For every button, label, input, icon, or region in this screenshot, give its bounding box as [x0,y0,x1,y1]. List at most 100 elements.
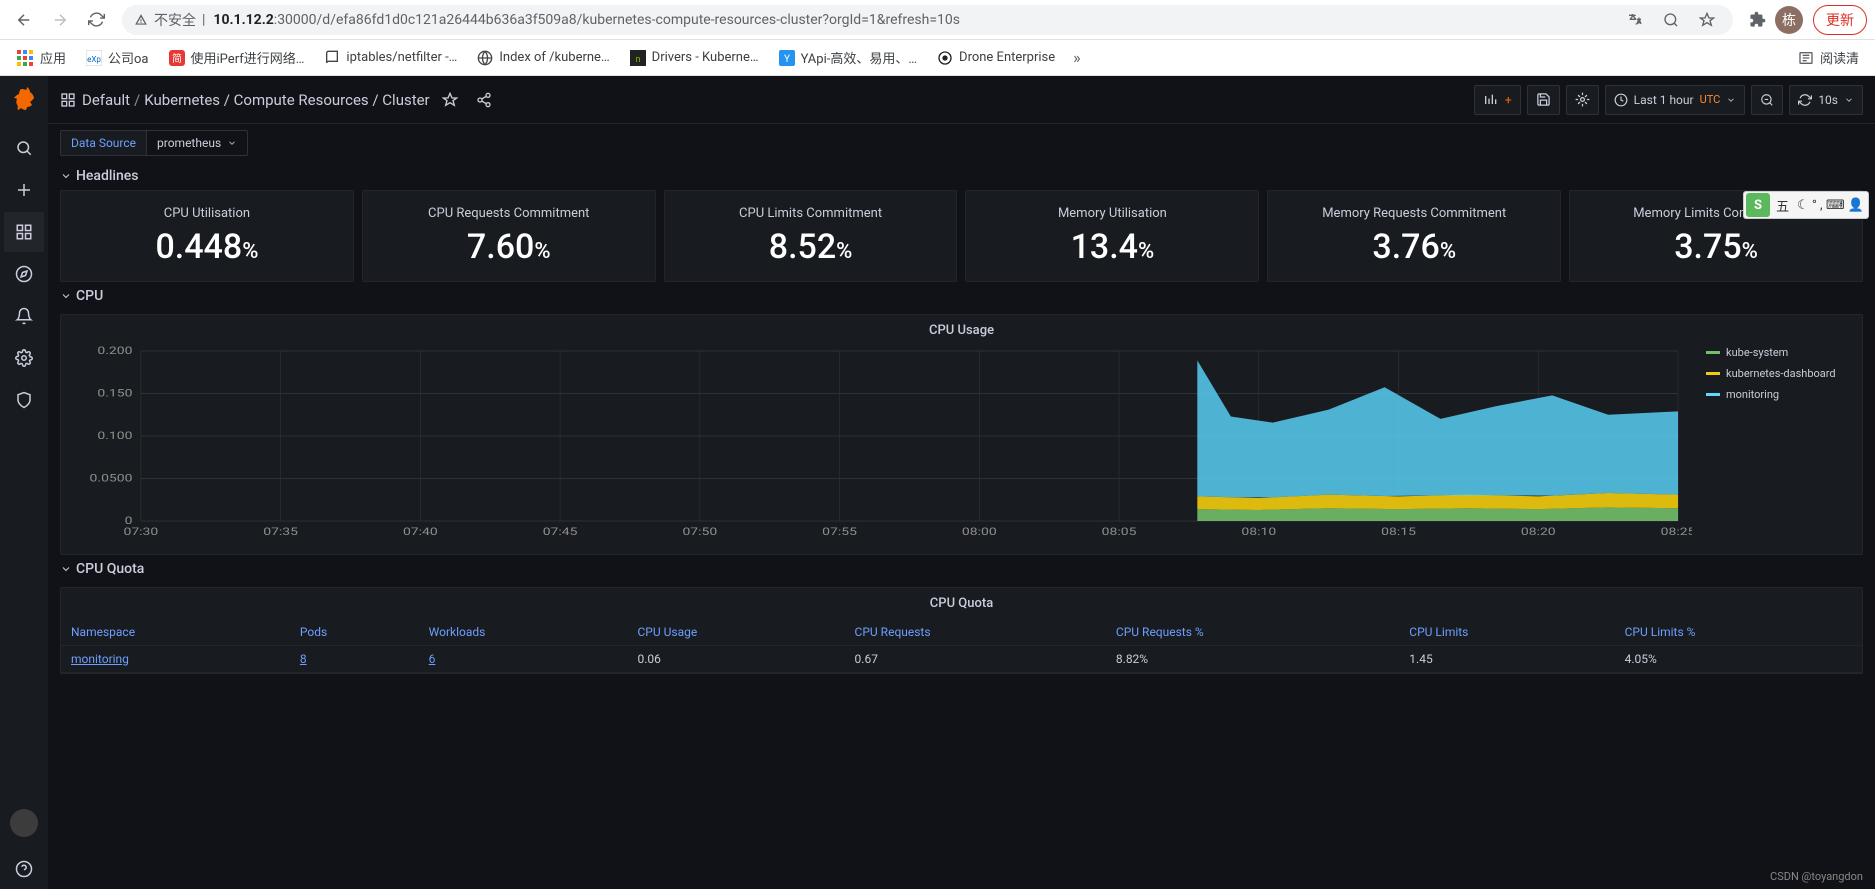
chart-area[interactable]: 0.2000.1500.1000.0500007:3007:3507:4007:… [71,346,1692,546]
bookmark-item[interactable]: YYApi-高效、易用、… [771,44,925,71]
table-row: monitoring860.060.678.82%1.454.05% [61,646,1862,673]
var-select[interactable]: prometheus [146,130,248,156]
extensions-icon[interactable] [1743,6,1771,34]
svg-text:07:40: 07:40 [403,526,438,538]
save-button[interactable] [1527,85,1560,115]
zoom-out-button[interactable] [1751,85,1783,115]
update-button[interactable]: 更新 [1813,5,1867,35]
svg-text:08:15: 08:15 [1381,526,1416,538]
stat-value: 13.4% [1071,227,1155,267]
grafana-sidebar [0,76,48,889]
row-cpu-quota[interactable]: CPU Quota [60,555,1863,583]
address-bar[interactable]: 不安全 | 10.1.12.2:30000/d/efa86fd1d0c121a2… [122,5,1733,35]
row-headlines[interactable]: Headlines [60,162,1863,190]
svg-text:0.200: 0.200 [97,346,132,356]
var-label: Data Source [60,130,147,156]
stat-value: 0.448% [155,227,258,267]
forward-button[interactable] [44,4,76,36]
reading-list-button[interactable]: 阅读清 [1790,44,1867,71]
row-cpu[interactable]: CPU [60,282,1863,310]
time-picker[interactable]: Last 1 hourUTC [1605,85,1746,115]
share-dashboard-icon[interactable] [470,86,498,114]
stat-panel[interactable]: CPU Requests Commitment7.60% [362,190,656,282]
add-panel-button[interactable]: + [1474,85,1521,115]
panel-title: CPU Usage [61,315,1862,346]
stat-title: Memory Requests Commitment [1322,206,1506,221]
chart-legend: kube-system kubernetes-dashboard monitorin… [1692,346,1852,546]
settings-button[interactable] [1566,85,1599,115]
dashboard-icon [60,92,76,108]
svg-text:08:10: 08:10 [1241,526,1276,538]
svg-text:07:45: 07:45 [543,526,578,538]
stat-value: 8.52% [769,227,853,267]
bookmark-item[interactable]: eXp公司oa [78,44,157,71]
apps-button[interactable]: 应用 [8,44,74,71]
back-button[interactable] [8,4,40,36]
table-header[interactable]: Pods [290,619,419,646]
legend-item[interactable]: monitoring [1706,388,1852,401]
zoom-icon[interactable] [1657,6,1685,34]
config-icon[interactable] [4,338,44,378]
ime-toolbar[interactable]: S五☾ ° , ⌨ 👤 [1743,191,1869,219]
stat-title: CPU Requests Commitment [428,206,589,221]
table-header[interactable]: CPU Limits [1399,619,1614,646]
refresh-button[interactable]: 10s [1789,85,1863,115]
svg-text:n: n [635,55,640,65]
bookmark-item[interactable]: 简使用iPerf进行网络… [161,44,313,71]
profile-avatar[interactable]: 栋 [1775,6,1803,34]
stat-title: CPU Limits Commitment [739,206,882,221]
svg-text:简: 简 [172,52,182,65]
grafana-main: Default/Kubernetes / Compute Resources /… [48,76,1875,889]
watermark: CSDN @toyangdon [1770,870,1863,883]
svg-text:07:55: 07:55 [822,526,857,538]
svg-text:07:50: 07:50 [682,526,717,538]
create-icon[interactable] [4,170,44,210]
svg-text:07:35: 07:35 [263,526,298,538]
dashboard-content: Headlines CPU Utilisation 0.448% CPU Reque… [48,162,1875,889]
table-header[interactable]: Workloads [419,619,628,646]
panel-title: CPU Quota [61,588,1862,619]
insecure-warning: 不安全 | [134,10,205,30]
help-icon[interactable] [4,849,44,889]
svg-text:08:25: 08:25 [1661,526,1692,538]
svg-text:0.100: 0.100 [97,430,132,442]
dashboard-header: Default/Kubernetes / Compute Resources /… [48,76,1875,124]
stat-panel[interactable]: Memory Requests Commitment3.76% [1267,190,1561,282]
svg-text:08:05: 08:05 [1102,526,1137,538]
bookmark-item[interactable]: nDrivers - Kuberne… [622,44,767,71]
svg-text:07:30: 07:30 [123,526,158,538]
grafana-logo-icon[interactable] [8,84,40,116]
svg-text:0.0500: 0.0500 [90,472,133,484]
admin-icon[interactable] [4,380,44,420]
star-icon[interactable] [1693,6,1721,34]
bookmark-item[interactable]: iptables/netfilter -… [316,44,465,71]
stat-title: CPU Utilisation [164,206,250,221]
explore-icon[interactable] [4,254,44,294]
stat-title: Memory Utilisation [1058,206,1167,221]
table-header[interactable]: Namespace [61,619,290,646]
ns-link[interactable]: monitoring [61,646,290,673]
dashboards-icon[interactable] [4,212,44,252]
table-header[interactable]: CPU Requests [845,619,1106,646]
translate-icon[interactable] [1621,6,1649,34]
search-icon[interactable] [4,128,44,168]
svg-text:Y: Y [784,54,790,65]
reload-button[interactable] [80,4,112,36]
table-header[interactable]: CPU Requests % [1106,619,1399,646]
breadcrumb: Default/Kubernetes / Compute Resources /… [82,91,430,109]
user-avatar[interactable] [10,809,38,837]
bookmark-item[interactable]: Drone Enterprise [929,44,1063,71]
legend-item[interactable]: kubernetes-dashboard [1706,367,1852,380]
table-header[interactable]: CPU Limits % [1615,619,1862,646]
bookmark-item[interactable]: Index of /kuberne… [469,44,617,71]
alerting-icon[interactable] [4,296,44,336]
table-header[interactable]: CPU Usage [627,619,844,646]
stat-panel[interactable]: CPU Utilisation 0.448% [60,190,354,282]
svg-text:08:20: 08:20 [1521,526,1556,538]
legend-item[interactable]: kube-system [1706,346,1852,359]
star-dashboard-icon[interactable] [436,86,464,114]
stat-panel[interactable]: Memory Utilisation 13.4% [965,190,1259,282]
template-vars: Data Source prometheus [48,124,1875,162]
stat-panel[interactable]: CPU Limits Commitment 8.52% [664,190,958,282]
svg-text:eXp: eXp [87,55,101,64]
